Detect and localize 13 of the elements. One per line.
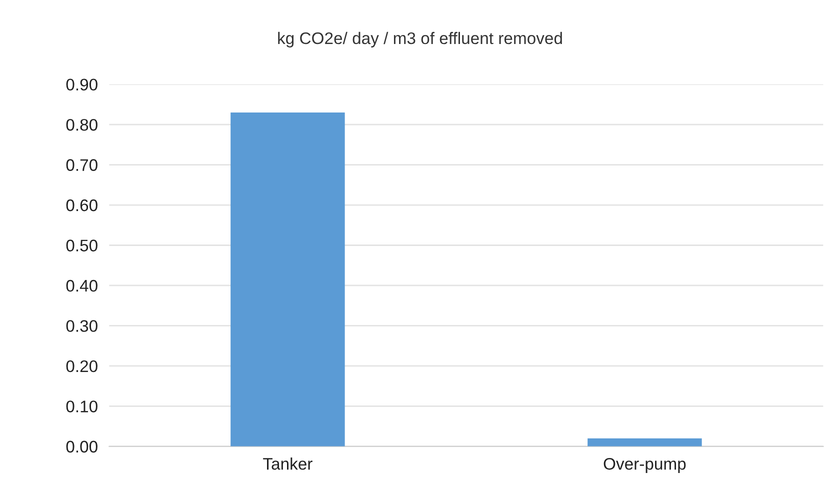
y-tick-label: 0.70	[66, 159, 98, 171]
y-tick-label: 0.30	[66, 320, 98, 332]
y-tick-label: 0.40	[66, 280, 98, 292]
x-tick-label: Over-pump	[604, 458, 686, 474]
y-tick-label: 0.10	[66, 400, 98, 412]
y-tick-label: 0.20	[66, 360, 98, 372]
y-tick-label: 0.60	[66, 199, 98, 212]
x-tick-label: Tanker	[263, 458, 312, 470]
chart-title: kg CO2e/ day / m3 of effluent removed	[278, 32, 562, 48]
y-tick-label: 0.80	[66, 118, 98, 131]
y-tick-label: 0.90	[66, 78, 98, 91]
y-tick-label: 0.50	[66, 240, 98, 252]
y-tick-label: 0.00	[66, 440, 98, 453]
